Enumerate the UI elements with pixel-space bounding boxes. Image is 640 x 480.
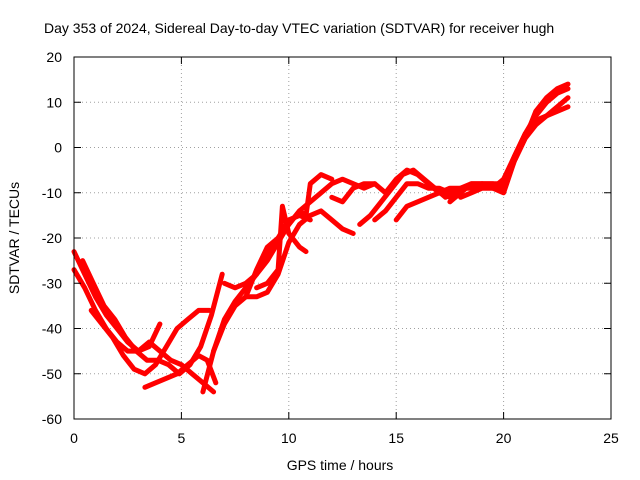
y-tick-label-7: 10 <box>46 94 62 110</box>
x-tick-label-5: 25 <box>603 430 619 446</box>
axis-ticks <box>73 56 612 420</box>
series-line-3 <box>80 258 225 377</box>
y-tick-labels: -60 -50 -40 -30 -20 -10 0 10 20 <box>42 49 62 427</box>
series-line-15 <box>458 81 571 200</box>
series-line-4 <box>142 353 219 390</box>
chart-title: Day 353 of 2024, Sidereal Day-to-day VTE… <box>44 20 554 36</box>
y-tick-label-0: -60 <box>42 411 62 427</box>
y-axis-label: SDTVAR / TECUs <box>6 182 22 294</box>
y-tick-label-6: 0 <box>54 140 62 156</box>
y-tick-label-2: -40 <box>42 321 62 337</box>
y-tick-label-5: -10 <box>42 185 62 201</box>
series-line-14 <box>447 86 571 205</box>
series-layer <box>71 81 571 395</box>
x-tick-labels: 0 5 10 15 20 25 <box>70 430 619 446</box>
series-line-2 <box>88 307 212 377</box>
y-tick-label-4: -20 <box>42 230 62 246</box>
x-axis-label: GPS time / hours <box>287 457 394 473</box>
x-tick-label-2: 10 <box>281 430 297 446</box>
x-tick-label-3: 15 <box>388 430 404 446</box>
series-line-8 <box>243 172 335 300</box>
x-tick-label-4: 20 <box>496 430 512 446</box>
y-tick-label-8: 20 <box>46 49 62 65</box>
y-tick-label-1: -50 <box>42 366 62 382</box>
y-tick-label-3: -30 <box>42 275 62 291</box>
series-line-11 <box>357 167 449 227</box>
x-tick-label-1: 5 <box>178 430 186 446</box>
series-line-1 <box>71 267 217 395</box>
series-line-9 <box>254 203 309 291</box>
series-line-6 <box>211 208 356 354</box>
x-tick-label-0: 0 <box>70 430 78 446</box>
